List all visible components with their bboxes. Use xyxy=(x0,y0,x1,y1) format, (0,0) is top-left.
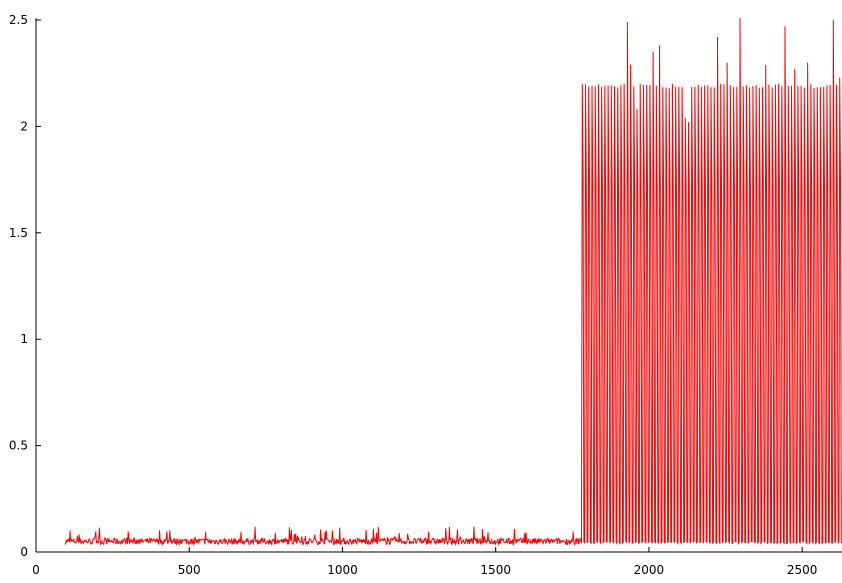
x-tick-label: 1000 xyxy=(327,563,358,577)
x-ticks: 0 500 1000 1500 2000 2500 xyxy=(32,547,817,577)
x-tick-label: 2000 xyxy=(634,563,665,577)
y-ticks: 0 0.5 1 1.5 2 2.5 xyxy=(9,13,41,559)
plot-area xyxy=(64,17,842,547)
series-line xyxy=(64,17,842,547)
x-tick-label: 2500 xyxy=(787,563,818,577)
x-tick-label: 1500 xyxy=(480,563,511,577)
y-tick-label: 0.5 xyxy=(9,439,28,453)
axes xyxy=(35,18,842,553)
y-tick-label: 0 xyxy=(20,545,28,559)
y-tick-label: 2 xyxy=(20,119,28,133)
x-tick-label: 0 xyxy=(32,563,40,577)
x-tick-label: 500 xyxy=(178,563,201,577)
y-tick-label: 2.5 xyxy=(9,13,28,27)
y-tick-label: 1.5 xyxy=(9,226,28,240)
y-tick-label: 1 xyxy=(20,332,28,346)
